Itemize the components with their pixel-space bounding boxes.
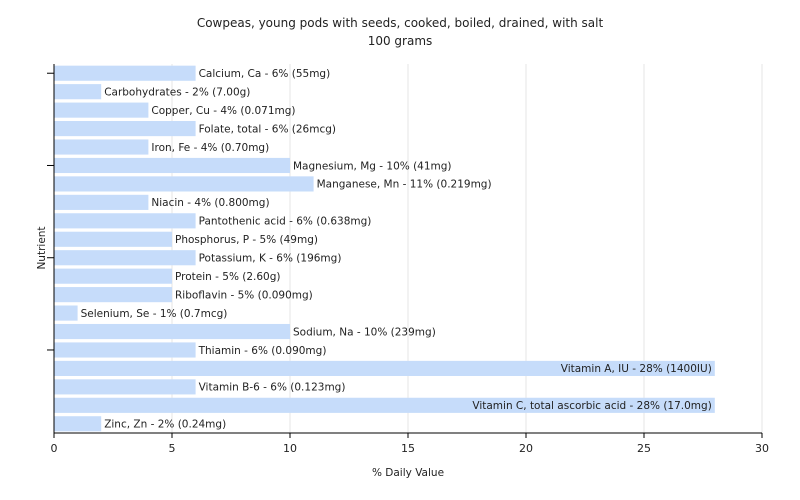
bar [54, 379, 196, 395]
bar-label: Selenium, Se - 1% (0.7mcg) [81, 308, 228, 320]
bar-label: Vitamin B-6 - 6% (0.123mg) [199, 382, 346, 394]
bar [54, 121, 196, 137]
x-axis-label: % Daily Value [372, 467, 444, 479]
bar [54, 194, 149, 210]
x-tick-label: 20 [519, 442, 533, 455]
bars: Calcium, Ca - 6% (55mg) Carbohydrates - 2… [54, 65, 715, 432]
x-tick-label: 15 [401, 442, 415, 455]
bar-label: Copper, Cu - 4% (0.071mg) [151, 105, 295, 117]
bar-label: Folate, total - 6% (26mcg) [199, 123, 336, 135]
axes: 0 5 10 15 20 25 30 [47, 64, 769, 455]
bar [54, 250, 196, 266]
bar-label: Magnesium, Mg - 10% (41mg) [293, 160, 452, 172]
bar-label: Manganese, Mn - 11% (0.219mg) [317, 179, 492, 191]
x-tick-label: 0 [51, 442, 58, 455]
bar [54, 360, 715, 376]
bar [54, 65, 196, 81]
bar [54, 268, 172, 284]
x-tick-label: 5 [169, 442, 176, 455]
bar [54, 416, 102, 432]
bar [54, 102, 149, 118]
bar [54, 176, 314, 192]
bar [54, 323, 290, 340]
bar [54, 84, 102, 100]
bar-label: Vitamin C, total ascorbic acid - 28% (17… [472, 400, 711, 412]
bar-label: Niacin - 4% (0.800mg) [151, 197, 269, 209]
bar-label: Zinc, Zn - 2% (0.24mg) [104, 419, 226, 431]
bar-label: Calcium, Ca - 6% (55mg) [199, 68, 331, 80]
bar [54, 287, 172, 303]
x-tick-label: 25 [637, 442, 651, 455]
x-tick-label: 10 [283, 442, 297, 455]
bar-label: Thiamin - 6% (0.090mg) [198, 345, 327, 357]
bar [54, 342, 196, 358]
bar [54, 213, 196, 229]
bar [54, 305, 78, 321]
chart-subtitle: 100 grams [368, 34, 433, 48]
bar [54, 139, 149, 155]
bar-label: Vitamin A, IU - 28% (1400IU) [561, 363, 712, 375]
x-tick-label: 30 [755, 442, 769, 455]
bar-label: Iron, Fe - 4% (0.70mg) [151, 142, 269, 154]
y-axis-label: Nutrient [36, 226, 48, 269]
bar [54, 397, 715, 413]
bar [54, 157, 290, 174]
grid-lines [171, 64, 763, 433]
bar-label: Riboflavin - 5% (0.090mg) [175, 289, 313, 301]
bar-label: Sodium, Na - 10% (239mg) [293, 326, 436, 338]
bar-label: Pantothenic acid - 6% (0.638mg) [199, 216, 372, 228]
bar [54, 231, 172, 247]
chart-title: Cowpeas, young pods with seeds, cooked, … [197, 16, 604, 30]
bar-label: Carbohydrates - 2% (7.00g) [104, 86, 250, 98]
bar-label: Potassium, K - 6% (196mg) [199, 253, 342, 265]
bar-label: Phosphorus, P - 5% (49mg) [175, 234, 318, 246]
bar-label: Protein - 5% (2.60g) [175, 271, 281, 283]
